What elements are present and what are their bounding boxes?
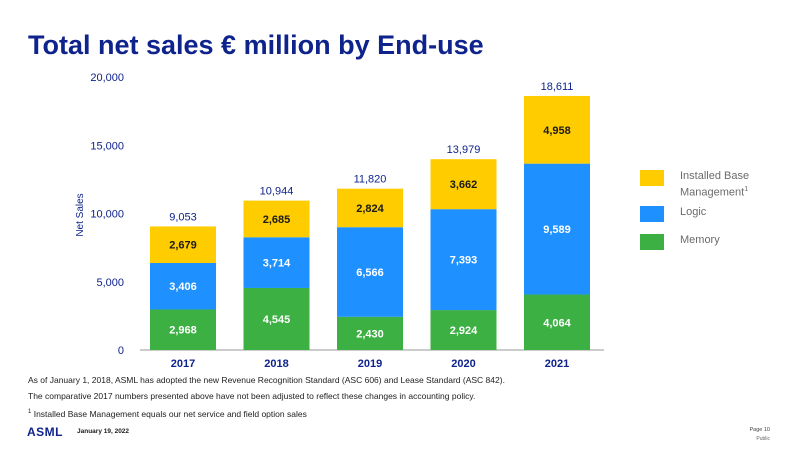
data-label: 2,430 xyxy=(356,328,384,340)
total-label: 10,944 xyxy=(260,186,294,198)
bar-segment-installed-base-management-2017 xyxy=(150,226,216,263)
bar-segment-memory-2020 xyxy=(430,310,497,350)
y-tick-label: 10,000 xyxy=(90,209,124,221)
legend-label-logic: Logic xyxy=(680,206,707,218)
bar-segment-logic-2020 xyxy=(430,209,497,311)
note-line-1: As of January 1, 2018, ASML has adopted … xyxy=(28,375,505,385)
legend-label-memory: Memory xyxy=(680,234,720,246)
legend-swatch-ibm xyxy=(640,170,664,186)
legend-item-logic: Logic xyxy=(640,206,780,222)
legend-item-installed-base-management: Installed Base Management1 xyxy=(640,170,780,200)
x-tick-label: 2021 xyxy=(545,358,569,370)
footer-date: January 19, 2022 xyxy=(77,428,130,435)
data-label: 9,589 xyxy=(543,224,571,236)
asml-logo: ASML xyxy=(27,425,63,439)
data-label: 3,662 xyxy=(450,179,478,191)
data-label: 2,679 xyxy=(169,240,197,252)
y-axis-label: Net Sales xyxy=(75,193,86,236)
bar-segment-memory-2021 xyxy=(524,294,590,350)
note-line-3-text: Installed Base Management equals our net… xyxy=(31,408,307,419)
note-footnote-marker: 1 xyxy=(28,409,32,415)
x-tick-label: 2018 xyxy=(264,358,288,370)
bar-segment-logic-2017 xyxy=(150,262,216,310)
bar-segment-installed-base-management-2019 xyxy=(337,188,403,228)
bar-segment-installed-base-management-2018 xyxy=(243,200,310,238)
data-label: 4,545 xyxy=(263,314,291,326)
x-tick-label: 2017 xyxy=(171,358,195,370)
note-line-3: 1 Installed Base Management equals our n… xyxy=(28,407,505,420)
data-label: 3,406 xyxy=(169,281,197,293)
total-label: 18,611 xyxy=(541,81,574,93)
y-tick-label: 20,000 xyxy=(90,72,124,84)
page-title: Total net sales € million by End-use xyxy=(28,30,484,60)
bar-segment-installed-base-management-2020 xyxy=(430,159,497,210)
bar-segment-installed-base-management-2021 xyxy=(524,95,590,164)
y-tick-label: 15,000 xyxy=(90,140,124,152)
bar-segment-logic-2021 xyxy=(524,163,590,295)
y-axis: 0 5,000 10,000 15,000 20,000 xyxy=(90,72,124,357)
footnotes: As of January 1, 2018, ASML has adopted … xyxy=(28,375,505,425)
data-label: 2,968 xyxy=(169,325,197,337)
legend-footnote-marker: 1 xyxy=(744,186,749,193)
data-label: 2,924 xyxy=(450,325,478,337)
data-label: 2,824 xyxy=(356,203,384,215)
bar-segment-memory-2019 xyxy=(337,316,403,350)
total-label: 13,979 xyxy=(447,144,481,156)
bar-segment-logic-2018 xyxy=(243,237,310,288)
classification-label: Public xyxy=(756,436,770,442)
legend-swatch-memory xyxy=(640,234,664,250)
legend-label-ibm: Installed Base Management xyxy=(680,170,750,199)
legend-item-memory: Memory xyxy=(640,234,780,250)
data-label: 3,714 xyxy=(263,258,291,270)
legend-swatch-logic xyxy=(640,206,664,222)
x-tick-label: 2019 xyxy=(358,358,382,370)
bar-segment-memory-2017 xyxy=(150,309,216,350)
note-line-2: The comparative 2017 numbers presented a… xyxy=(28,391,476,401)
total-label: 11,820 xyxy=(354,174,387,186)
data-label: 7,393 xyxy=(450,255,478,267)
stacked-bar-chart: 0 5,000 10,000 15,000 20,000 Net Sales 2,968… xyxy=(75,72,604,370)
y-tick-label: 0 xyxy=(118,345,124,357)
bars-group: 2,968 3,406 2,679 9,053 4,545 3,714 2,685 10,94… xyxy=(150,81,590,350)
y-tick-label: 5,000 xyxy=(96,277,124,289)
data-label: 4,958 xyxy=(543,125,571,137)
data-label: 6,566 xyxy=(356,267,384,279)
total-label: 9,053 xyxy=(169,211,197,223)
bar-segment-logic-2019 xyxy=(337,227,403,317)
data-label: 2,685 xyxy=(263,214,291,226)
bar-segment-memory-2018 xyxy=(243,287,310,350)
data-label: 4,064 xyxy=(543,317,571,329)
page-number: Page 10 xyxy=(749,427,771,433)
x-tick-label: 2020 xyxy=(451,358,475,370)
x-axis: 2017 2018 2019 2020 2021 xyxy=(171,358,569,370)
